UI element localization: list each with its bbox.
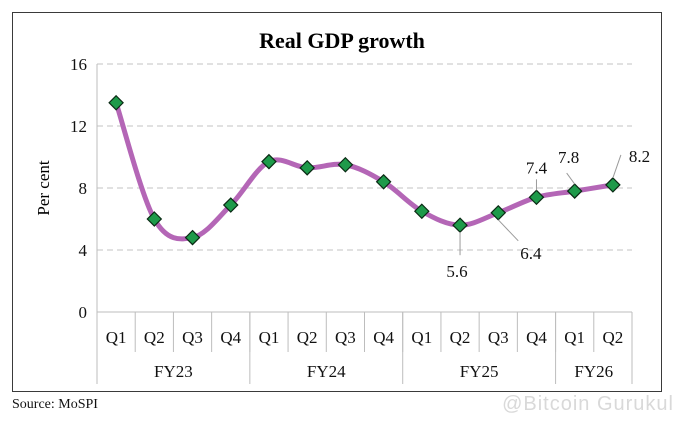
- data-point-marker: [222, 197, 239, 213]
- y-tick-label: 16: [70, 55, 87, 74]
- data-label: 6.4: [520, 244, 542, 263]
- y-tick-label: 12: [70, 117, 87, 136]
- data-point-marker: [108, 94, 124, 111]
- x-tick-label: Q3: [488, 328, 509, 347]
- x-tick-label: Q2: [450, 328, 471, 347]
- data-label: 7.8: [558, 148, 579, 167]
- data-label: 7.4: [526, 158, 548, 177]
- annotation-labels: 5.6 6.4 7.4 7.8 8.2: [446, 147, 650, 281]
- x-tick-label: Q1: [106, 328, 127, 347]
- data-point-marker: [375, 173, 392, 190]
- x-group-label: FY23: [154, 362, 193, 381]
- x-tick-label: Q2: [603, 328, 624, 347]
- data-label: 5.6: [446, 262, 467, 281]
- x-tick-label: Q4: [526, 328, 547, 347]
- x-group-label: FY24: [307, 362, 346, 381]
- x-group-label: FY25: [460, 362, 499, 381]
- y-tick-label: 0: [79, 303, 88, 322]
- x-group-label: FY26: [574, 362, 613, 381]
- x-tick-label: Q3: [335, 328, 356, 347]
- y-tick-label: 8: [79, 179, 88, 198]
- x-tick-label: Q3: [182, 328, 203, 347]
- grid-lines: [97, 63, 632, 251]
- data-point-marker: [146, 211, 163, 227]
- data-point-marker: [566, 183, 583, 199]
- x-tick-label: Q4: [220, 328, 241, 347]
- y-axis-ticks: 0 4 8 12 16: [70, 55, 88, 322]
- series-group: [108, 94, 621, 246]
- data-point-marker: [452, 217, 468, 234]
- data-point-marker: [528, 189, 545, 206]
- annotation-leader: [566, 172, 576, 185]
- data-point-marker: [337, 156, 354, 173]
- y-axis-label: Per cent: [34, 160, 53, 216]
- annotation-leader: [612, 154, 622, 179]
- data-point-marker: [299, 160, 316, 176]
- data-point-marker: [605, 177, 621, 193]
- x-tick-label: Q2: [297, 328, 318, 347]
- x-tick-label: Q1: [259, 328, 280, 347]
- x-tick-label: Q1: [564, 328, 585, 347]
- data-point-marker: [413, 203, 430, 220]
- data-label: 8.2: [629, 147, 650, 166]
- y-tick-label: 4: [79, 241, 88, 260]
- watermark: @Bitcoin Gurukul: [502, 393, 674, 415]
- x-tick-label: Q4: [373, 328, 394, 347]
- x-tick-label: Q1: [411, 328, 432, 347]
- data-point-marker: [490, 204, 507, 221]
- chart-title: Real GDP growth: [259, 28, 425, 53]
- source-note: Source: MoSPI: [12, 397, 98, 412]
- annotation-leader: [497, 219, 519, 242]
- data-point-marker: [261, 153, 277, 170]
- data-point-marker: [184, 229, 201, 246]
- chart-frame: [12, 12, 662, 392]
- x-tick-label: Q2: [144, 328, 165, 347]
- x-axis: Q1 Q2 Q3 Q4 Q1 Q2 Q3 Q4 Q1 Q2 Q3 Q4 Q1 Q2 FY23 FY24 FY25…: [96, 64, 633, 384]
